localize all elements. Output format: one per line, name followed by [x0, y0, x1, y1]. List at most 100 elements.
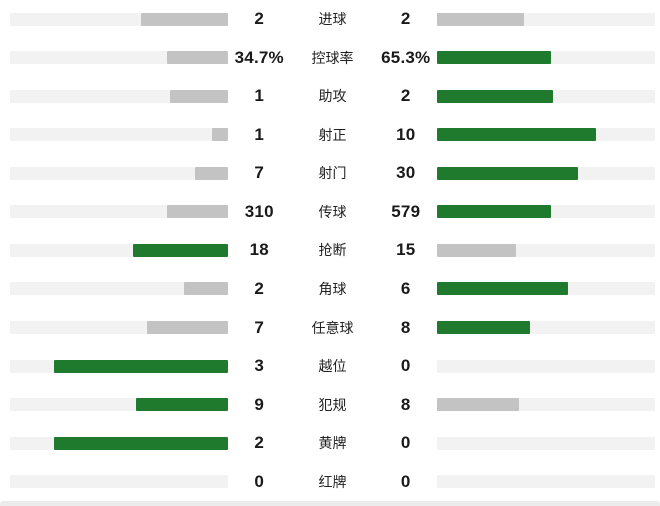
home-stat-bar [195, 166, 228, 180]
stat-label: 抢断 [318, 242, 347, 259]
stat-row: 2 进球 2 [0, 0, 660, 39]
home-bar-track [10, 89, 228, 103]
home-stat-value: 1 [254, 124, 265, 144]
stat-row: 3 越位 0 [0, 347, 660, 386]
away-bar-track [437, 205, 655, 219]
home-stat-value: 2 [254, 278, 265, 298]
stat-label: 黄牌 [318, 435, 347, 452]
away-stat-value: 15 [396, 240, 416, 260]
away-bar-track [437, 475, 655, 489]
home-stat-value: 9 [254, 394, 265, 414]
away-stat-bar [437, 321, 531, 335]
away-stat-bar [437, 166, 579, 180]
away-stat-value: 8 [400, 394, 411, 414]
away-stat-value: 6 [400, 278, 411, 298]
stat-row: 7 射门 30 [0, 154, 660, 193]
away-stat-value: 30 [396, 163, 416, 183]
away-stat-value: 579 [391, 201, 421, 221]
away-stat-bar [437, 128, 596, 142]
stat-row: 34.7% 控球率 65.3% [0, 39, 660, 78]
stat-label: 角球 [318, 280, 347, 297]
stat-row: 1 助攻 2 [0, 77, 660, 116]
away-stat-value: 2 [400, 86, 411, 106]
home-stat-bar [146, 321, 228, 335]
home-stat-value: 1 [254, 86, 265, 106]
away-bar-track [437, 359, 655, 373]
home-stat-bar [169, 89, 228, 103]
home-bar-track [10, 128, 228, 142]
home-stat-bar [140, 12, 228, 26]
away-bar-track [437, 128, 655, 142]
away-bar-track [437, 282, 655, 296]
stat-label: 控球率 [311, 49, 354, 66]
stat-label: 红牌 [318, 473, 347, 490]
home-stat-value: 7 [254, 163, 265, 183]
home-bar-track [10, 282, 228, 296]
home-stat-value: 2 [254, 433, 265, 453]
stat-row: 0 红牌 0 [0, 462, 660, 501]
away-stat-value: 0 [400, 356, 411, 376]
home-stat-bar [184, 282, 228, 296]
home-stat-bar [135, 398, 228, 412]
home-stat-bar [167, 205, 228, 219]
home-stat-bar [53, 436, 228, 450]
home-stat-value: 0 [254, 471, 265, 491]
away-stat-value: 2 [400, 9, 411, 29]
away-stat-value: 65.3% [381, 47, 431, 67]
stat-label: 进球 [318, 11, 347, 28]
stat-label: 犯规 [318, 396, 347, 413]
home-stat-value: 310 [244, 201, 274, 221]
home-stat-value: 3 [254, 356, 265, 376]
away-bar-track [437, 89, 655, 103]
home-stat-bar [212, 128, 228, 142]
away-stat-value: 8 [400, 317, 411, 337]
stat-label: 助攻 [318, 88, 347, 105]
stat-label: 任意球 [311, 319, 354, 336]
away-bar-track [437, 166, 655, 180]
home-bar-track [10, 398, 228, 412]
stat-row: 310 传球 579 [0, 193, 660, 232]
stat-label: 越位 [318, 358, 347, 375]
away-bar-track [437, 12, 655, 26]
home-stat-value: 18 [249, 240, 269, 260]
home-bar-track [10, 475, 228, 489]
away-bar-track [437, 436, 655, 450]
stat-label: 射门 [318, 165, 347, 182]
home-bar-track [10, 359, 228, 373]
home-bar-track [10, 243, 228, 257]
away-bar-track [437, 51, 655, 65]
stat-row: 1 射正 10 [0, 116, 660, 155]
stat-row: 18 抢断 15 [0, 231, 660, 270]
away-stat-value: 10 [396, 124, 416, 144]
away-stat-bar [437, 89, 554, 103]
away-stat-bar [437, 398, 520, 412]
away-stat-bar [437, 51, 551, 65]
home-bar-track [10, 166, 228, 180]
home-stat-value: 2 [254, 9, 265, 29]
home-stat-bar [53, 359, 228, 373]
away-bar-track [437, 321, 655, 335]
home-stat-bar [167, 51, 228, 65]
home-stat-value: 7 [254, 317, 265, 337]
home-bar-track [10, 436, 228, 450]
home-bar-track [10, 321, 228, 335]
home-bar-track [10, 51, 228, 65]
away-stat-bar [437, 205, 551, 219]
stat-row: 2 黄牌 0 [0, 424, 660, 463]
bottom-divider [0, 501, 660, 506]
stat-label: 传球 [318, 203, 347, 220]
away-stat-bar [437, 12, 525, 26]
home-stat-bar [132, 243, 228, 257]
away-stat-bar [437, 243, 517, 257]
away-bar-track [437, 398, 655, 412]
home-bar-track [10, 12, 228, 26]
stat-label: 射正 [318, 126, 347, 143]
stat-row: 2 角球 6 [0, 270, 660, 309]
stat-row: 7 任意球 8 [0, 308, 660, 347]
stat-row: 9 犯规 8 [0, 385, 660, 424]
away-stat-value: 0 [400, 471, 411, 491]
away-stat-bar [437, 282, 568, 296]
home-stat-value: 34.7% [234, 47, 284, 67]
